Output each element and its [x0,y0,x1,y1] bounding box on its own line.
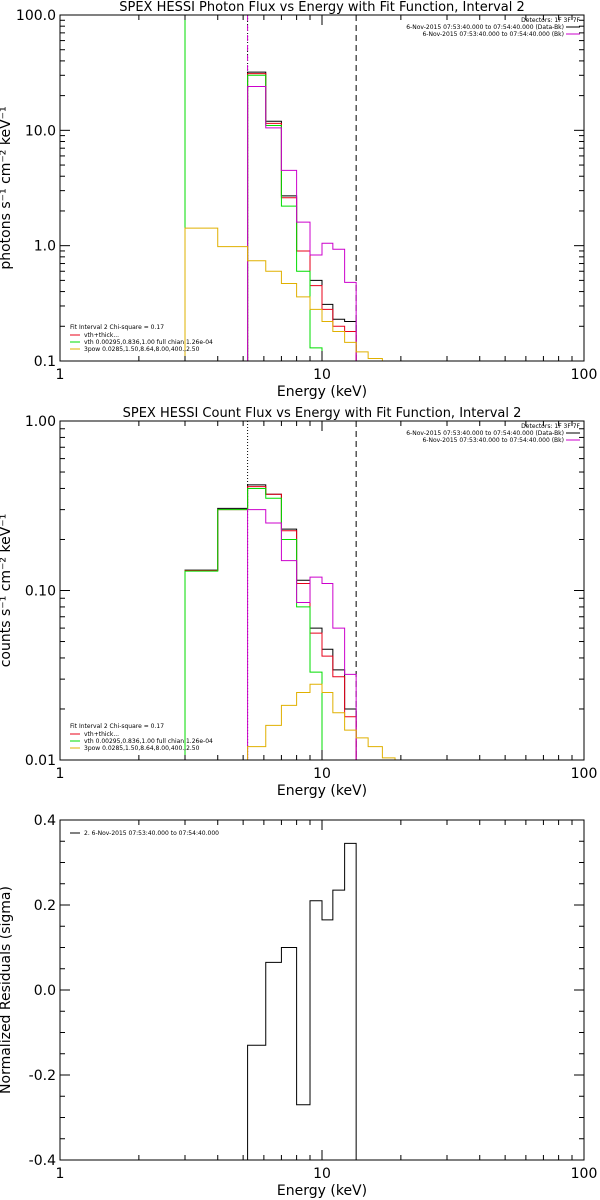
x-tick-label: 10 [313,1166,331,1182]
y-tick-label: 100.0 [16,8,56,24]
y-axis-label: Normalized Residuals (sigma) [0,886,14,1094]
legend-right-label: 6-Nov-2015 07:53:40.000 to 07:54:40.000 … [422,31,564,38]
x-tick-label: 1 [56,367,65,383]
legend-label: vth 0.00295,0.836,1.00 full chian 1.26e-… [84,339,213,346]
series-yellow [184,227,383,361]
legend-label: 3pow 0.0285,1.50,8.64,8.00,400.,2.50 [84,745,200,752]
legend-label: 2. 6-Nov-2015 07:53:40.000 to 07:54:40.0… [84,830,219,837]
panel-1: 1 10 100 0.1 1.0 10.0 100.0 SPEX HESSI Photon F… [0,0,597,400]
y-tick-label: 0.1 [34,354,56,370]
y-tick-label: 0.0 [34,983,56,999]
panel-3: 1 10 100 -0.4 -0.2 0.0 0.2 0.4 Energy (keV) Norma… [0,813,597,1199]
series-magenta [247,85,357,361]
x-tick-label: 10 [313,367,331,383]
legend-header: Fit Interval 2 Chi-square = 0.17 [70,324,164,331]
x-tick-label: 100 [571,1166,598,1182]
data-layer [184,15,383,361]
x-axis-label: Energy (keV) [277,783,367,799]
y-axis-label: photons s⁻¹ cm⁻² keV⁻¹ [0,106,14,269]
x-tick-label: 1 [56,1166,65,1182]
series-black [247,842,357,1160]
axes-frame [59,819,585,1161]
data-layer [247,842,357,1160]
y-tick-label: 0.2 [34,898,56,914]
y-tick-label: 1.0 [34,239,56,255]
chart-title: SPEX HESSI Photon Flux vs Energy with Fi… [119,0,525,15]
x-tick-label: 100 [571,766,598,782]
series-green [247,74,323,361]
x-axis-label: Energy (keV) [277,384,367,400]
legend-label: vth 0.00295,0.836,1.00 full chian 1.26e-… [84,738,213,745]
panel-2: 1 10 100 0.01 0.10 1.00 SPEX HESSI Count Flux … [0,406,597,799]
legend-label: 3pow 0.0285,1.50,8.64,8.00,400.,2.50 [84,346,200,353]
data-layer [184,421,396,760]
legend-right-header: Detectors: 1F 3F 7F [521,17,580,24]
legend-right-header: Detectors: 1F 3F 7F [521,423,580,430]
series-yellow [247,683,396,760]
x-tick-label: 100 [571,367,598,383]
series-red [184,486,357,760]
series-black [184,484,357,760]
y-tick-label: 0.4 [34,813,56,829]
y-axis-label: counts s⁻¹ cm⁻² keV⁻¹ [0,514,14,668]
y-tick-label: -0.2 [29,1068,56,1084]
y-tick-label: -0.4 [29,1153,56,1169]
y-tick-label: 0.01 [25,753,56,769]
legend-label: vth+thick... [84,332,119,339]
legend-right-label: 6-Nov-2015 07:53:40.000 to 07:54:40.000 … [406,430,564,437]
series-magenta [247,509,357,760]
y-tick-label: 1.00 [25,414,56,430]
x-tick-label: 10 [313,766,331,782]
x-axis-label: Energy (keV) [277,1183,367,1199]
legend-right-label: 6-Nov-2015 07:53:40.000 to 07:54:40.000 … [422,437,564,444]
series-green [184,487,323,760]
legend-header: Fit Interval 2 Chi-square = 0.17 [70,723,164,730]
series-black [247,71,357,361]
legend-label: vth+thick... [84,731,119,738]
chart-title: SPEX HESSI Count Flux vs Energy with Fit… [123,406,522,421]
y-tick-label: 0.10 [25,584,56,600]
series-red [247,73,357,361]
x-tick-label: 1 [56,766,65,782]
y-tick-label: 10.0 [25,123,56,139]
legend-right-label: 6-Nov-2015 07:53:40.000 to 07:54:40.000 … [406,24,564,31]
